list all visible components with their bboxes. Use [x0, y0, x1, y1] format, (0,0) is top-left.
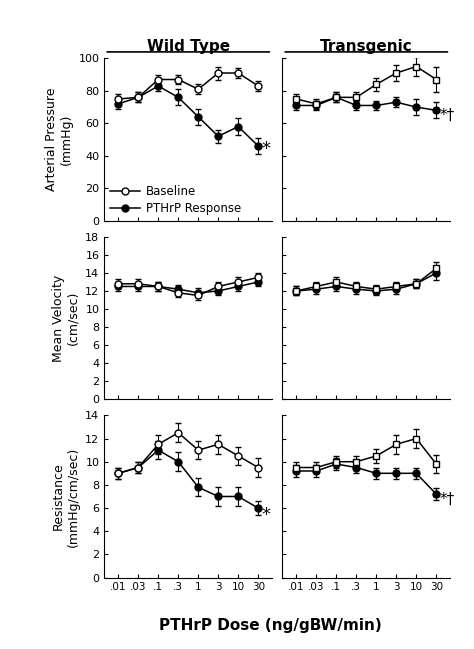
Text: *: * — [261, 140, 270, 158]
Legend: Baseline, PTHrP Response: Baseline, PTHrP Response — [110, 185, 241, 215]
Y-axis label: Mean Velocity
(cm/sec): Mean Velocity (cm/sec) — [52, 275, 80, 361]
Text: *†: *† — [439, 108, 455, 123]
Title: Wild Type: Wild Type — [146, 40, 230, 55]
Y-axis label: Arterial Pressure
(mmHg): Arterial Pressure (mmHg) — [45, 88, 73, 191]
Text: *: * — [261, 506, 270, 524]
Text: *†: *† — [439, 491, 455, 506]
Text: PTHrP Dose (ng/gBW/min): PTHrP Dose (ng/gBW/min) — [159, 618, 382, 633]
Title: Transgenic: Transgenic — [320, 40, 413, 55]
Y-axis label: Resistance
(mmHg/cm/sec): Resistance (mmHg/cm/sec) — [52, 447, 80, 546]
